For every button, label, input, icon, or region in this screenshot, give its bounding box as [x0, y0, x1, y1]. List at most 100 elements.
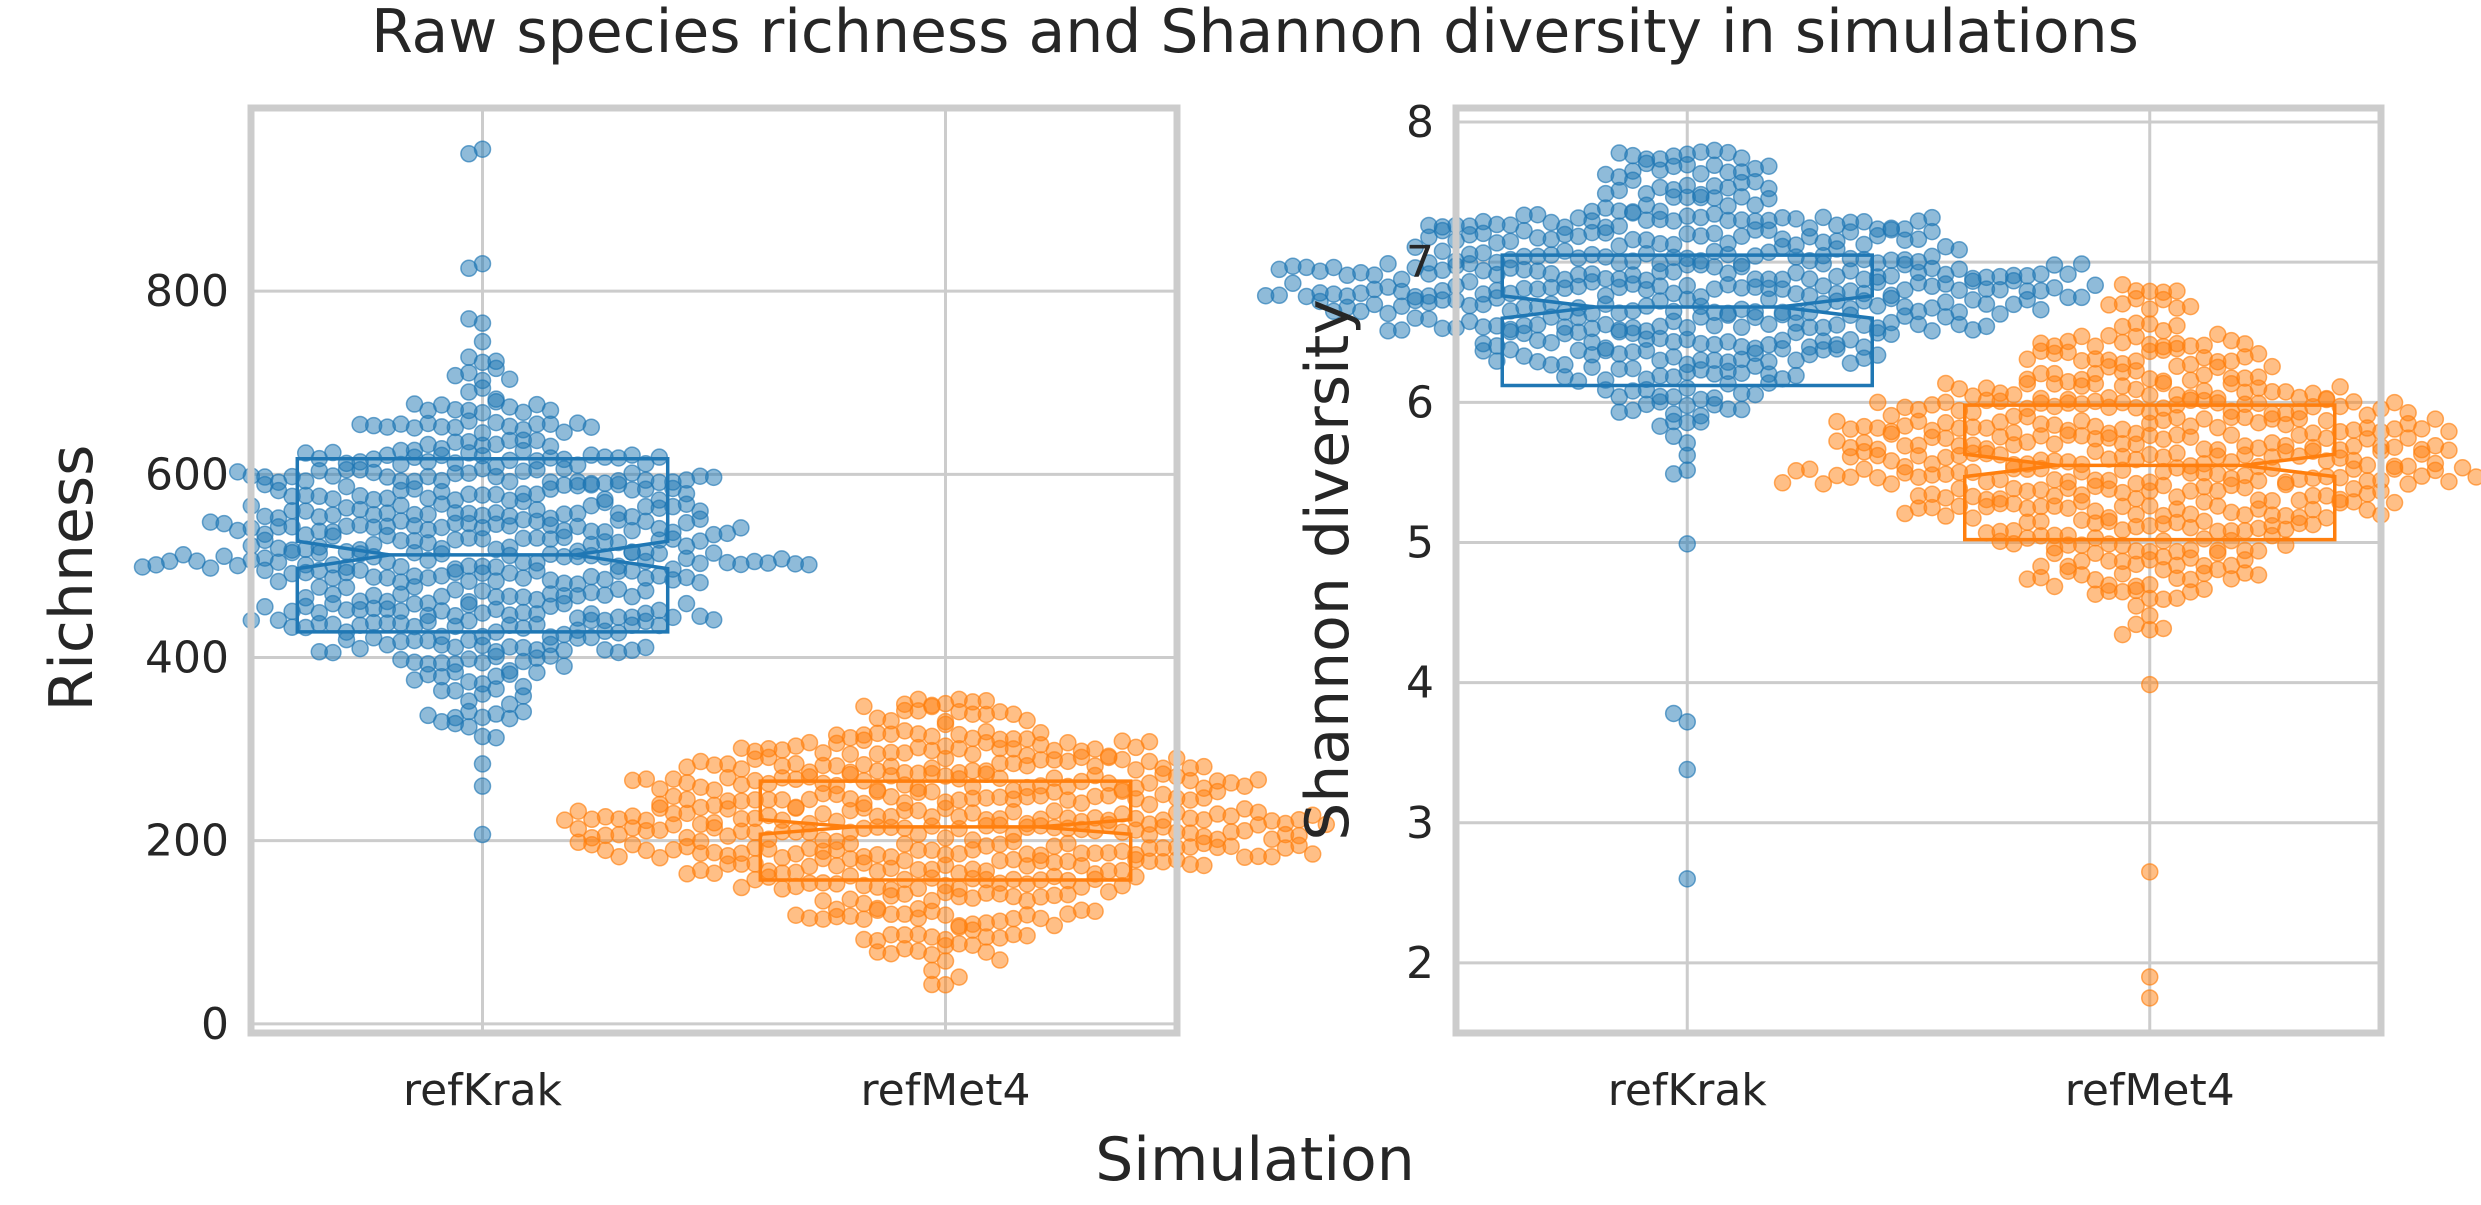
data-point — [868, 901, 887, 920]
data-point — [2249, 394, 2268, 413]
data-point — [569, 802, 588, 820]
data-point — [1365, 295, 1384, 314]
data-point — [2168, 339, 2186, 358]
data-point — [1610, 278, 1628, 297]
data-point — [950, 968, 968, 986]
data-point — [719, 769, 737, 787]
data-point — [1072, 748, 1091, 767]
data-point — [1678, 446, 1696, 465]
data-point — [1004, 803, 1023, 821]
data-point — [623, 521, 641, 540]
data-point — [2032, 300, 2050, 319]
data-point — [2045, 256, 2064, 274]
data-point — [963, 936, 982, 954]
data-point — [1583, 358, 1601, 376]
data-point — [841, 801, 860, 820]
data-point — [378, 526, 397, 545]
data-point — [1869, 393, 1887, 412]
data-point — [2440, 422, 2458, 441]
data-point — [1596, 184, 1615, 203]
data-point — [1950, 281, 1968, 300]
box-refKrak — [1500, 253, 1874, 388]
data-point — [1882, 425, 1901, 443]
data-point — [1596, 165, 1615, 184]
data-point — [405, 578, 424, 596]
data-point — [1018, 926, 1036, 945]
data-point — [1474, 342, 1492, 360]
data-point — [1909, 230, 1928, 249]
data-point — [2168, 316, 2186, 335]
richness-x-ticks: refKrak refMet4 — [403, 1065, 1031, 1116]
data-point — [446, 366, 465, 385]
shannon-x-ticks: refKrak refMet4 — [1608, 1065, 2235, 1116]
data-point — [2249, 471, 2268, 490]
data-point — [2154, 374, 2173, 393]
data-point — [2127, 597, 2145, 615]
data-point — [2045, 375, 2064, 393]
data-point — [2154, 290, 2173, 309]
data-point — [787, 799, 805, 817]
data-point — [256, 507, 274, 526]
data-point — [324, 527, 342, 545]
data-point — [1303, 845, 1322, 863]
data-point — [2263, 357, 2281, 376]
data-point — [2426, 410, 2445, 428]
data-point — [569, 833, 588, 852]
y-tick-label: 600 — [145, 449, 229, 500]
data-point — [2209, 560, 2227, 579]
data-point — [1406, 259, 1424, 277]
data-point — [2236, 478, 2254, 497]
data-point — [1303, 806, 1322, 824]
data-point — [2277, 475, 2295, 494]
data-point — [1787, 323, 1805, 342]
x-tick-label: refKrak — [1608, 1065, 1768, 1116]
data-point — [487, 359, 505, 378]
data-point — [528, 460, 546, 479]
data-point — [1664, 704, 1683, 723]
data-point — [2413, 420, 2431, 438]
data-point — [1474, 261, 1492, 280]
shannon-points — [1256, 141, 2481, 1007]
data-point — [2141, 863, 2159, 881]
data-point — [1664, 465, 1683, 483]
data-point — [432, 681, 451, 700]
data-point — [1249, 771, 1268, 789]
data-point — [1828, 316, 1846, 334]
data-point — [2236, 446, 2254, 464]
data-point — [1909, 447, 1928, 465]
data-point — [215, 547, 233, 566]
data-point — [2045, 279, 2064, 297]
data-point — [855, 731, 873, 750]
data-point — [269, 518, 288, 536]
data-point — [228, 521, 247, 540]
data-point — [1610, 403, 1628, 421]
data-point — [487, 647, 505, 666]
data-point — [405, 543, 424, 562]
data-point — [678, 758, 696, 776]
data-point — [460, 596, 478, 614]
shannon-boxes — [1500, 253, 2337, 542]
data-point — [677, 594, 696, 613]
data-point — [228, 463, 247, 481]
data-point — [1086, 740, 1104, 758]
data-point — [1896, 504, 1914, 523]
data-point — [1841, 223, 1860, 241]
data-point — [487, 680, 505, 698]
data-point — [923, 764, 941, 783]
data-point — [1140, 774, 1159, 792]
data-point — [1828, 240, 1846, 258]
data-point — [977, 943, 996, 961]
data-point — [936, 799, 955, 818]
data-point — [1195, 757, 1213, 776]
data-point — [664, 770, 683, 788]
data-point — [2073, 377, 2091, 395]
y-tick-label: 5 — [1406, 517, 1434, 568]
data-point — [650, 544, 669, 563]
data-point — [691, 573, 709, 592]
data-point — [2413, 445, 2431, 463]
data-point — [596, 493, 614, 512]
data-point — [2072, 288, 2091, 307]
y-tick-label: 200 — [145, 816, 229, 867]
data-point — [855, 930, 873, 949]
data-point — [500, 709, 519, 728]
